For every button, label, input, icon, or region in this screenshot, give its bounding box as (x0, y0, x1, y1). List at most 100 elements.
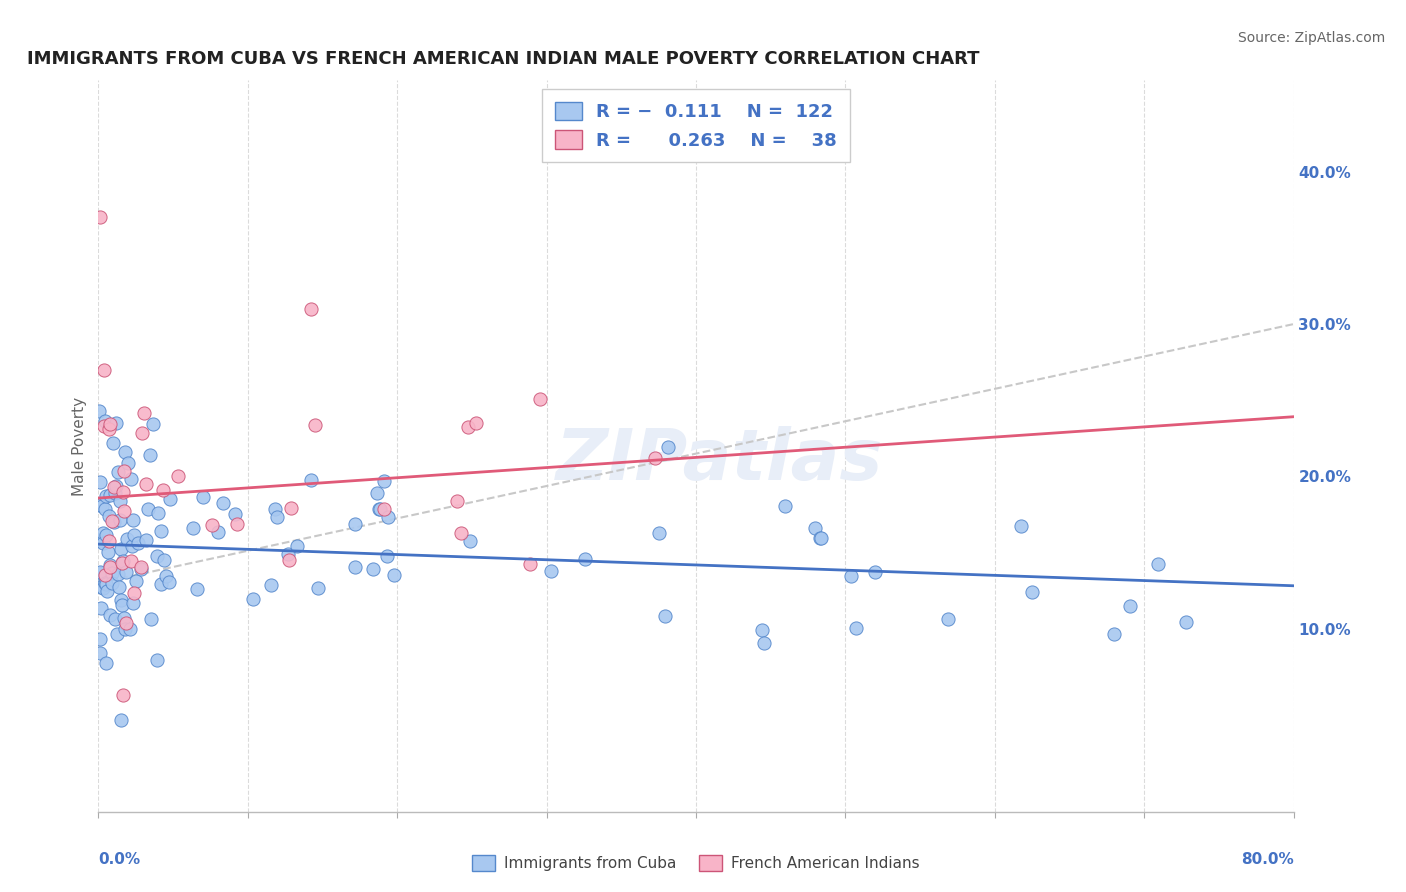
Point (132, 406, 155, 420)
Point (366, 485, 388, 500)
Point (654, 608, 676, 623)
Point (101, 514, 124, 528)
Point (120, 554, 142, 568)
Point (343, 516, 366, 531)
Point (114, 444, 136, 458)
Point (368, 501, 391, 516)
Point (103, 436, 125, 450)
Point (457, 420, 479, 434)
Point (104, 612, 127, 626)
Point (152, 553, 174, 567)
Point (224, 507, 246, 521)
Point (344, 560, 367, 574)
Point (96, 489, 118, 503)
Point (107, 466, 129, 480)
Point (89, 404, 111, 418)
Point (89, 211, 111, 225)
Point (141, 612, 163, 626)
Point (87, 566, 110, 581)
Point (89, 534, 111, 549)
Point (107, 566, 129, 581)
Point (110, 714, 132, 728)
Text: IMMIGRANTS FROM CUBA VS FRENCH AMERICAN INDIAN MALE POVERTY CORRELATION CHART: IMMIGRANTS FROM CUBA VS FRENCH AMERICAN … (27, 50, 979, 68)
Point (264, 502, 287, 516)
Point (373, 474, 395, 488)
Point (104, 485, 127, 500)
Point (98, 533, 121, 548)
Point (1175, 615, 1198, 629)
Point (94, 656, 117, 670)
Point (112, 464, 135, 478)
Legend: Immigrants from Cuba, French American Indians: Immigrants from Cuba, French American In… (465, 849, 927, 877)
Point (94, 527, 117, 541)
Point (125, 574, 148, 589)
Point (89, 632, 111, 646)
Point (136, 501, 159, 516)
Point (108, 513, 131, 527)
Point (845, 621, 868, 635)
Point (110, 494, 132, 508)
Point (89, 566, 111, 580)
Point (94, 576, 117, 591)
Point (97, 545, 120, 559)
Point (307, 582, 329, 596)
Point (91, 525, 114, 540)
Point (299, 301, 322, 316)
Text: Source: ZipAtlas.com: Source: ZipAtlas.com (1237, 31, 1385, 45)
Point (193, 490, 215, 504)
Point (186, 582, 208, 597)
Point (1010, 519, 1032, 533)
Point (648, 526, 671, 541)
Point (207, 525, 229, 540)
Point (803, 521, 825, 535)
Point (280, 501, 302, 516)
Point (111, 556, 134, 570)
Point (104, 416, 127, 430)
Point (91, 535, 114, 549)
Point (773, 499, 796, 513)
Point (148, 507, 170, 521)
Point (120, 623, 142, 637)
Point (157, 575, 180, 590)
Point (1102, 627, 1125, 641)
Point (574, 552, 596, 566)
Point (142, 417, 165, 431)
Point (117, 456, 139, 470)
Point (91, 581, 114, 595)
Point (110, 542, 132, 557)
Point (122, 586, 145, 600)
Point (373, 501, 395, 516)
Point (89, 646, 111, 660)
Point (540, 564, 562, 578)
Point (751, 624, 773, 638)
Point (226, 516, 249, 531)
Text: ZIPatlas: ZIPatlas (557, 426, 883, 495)
Point (111, 554, 134, 568)
Point (277, 547, 299, 561)
Point (150, 576, 173, 591)
Point (299, 473, 322, 487)
Point (87, 533, 110, 548)
Point (127, 535, 149, 549)
Point (146, 549, 169, 564)
Point (1021, 584, 1043, 599)
Point (122, 596, 145, 610)
Point (839, 569, 862, 583)
Point (98, 422, 121, 436)
Point (89, 475, 111, 489)
Point (121, 539, 143, 553)
Point (129, 562, 152, 576)
Point (122, 513, 145, 527)
Point (98, 560, 121, 574)
Point (808, 532, 831, 546)
Point (181, 521, 204, 535)
Point (361, 562, 384, 576)
Point (98, 488, 121, 502)
Point (1119, 599, 1142, 613)
Point (936, 612, 959, 626)
Point (91, 499, 114, 513)
Point (131, 425, 153, 440)
Point (94, 567, 117, 582)
Point (460, 534, 482, 549)
Point (98, 607, 121, 622)
